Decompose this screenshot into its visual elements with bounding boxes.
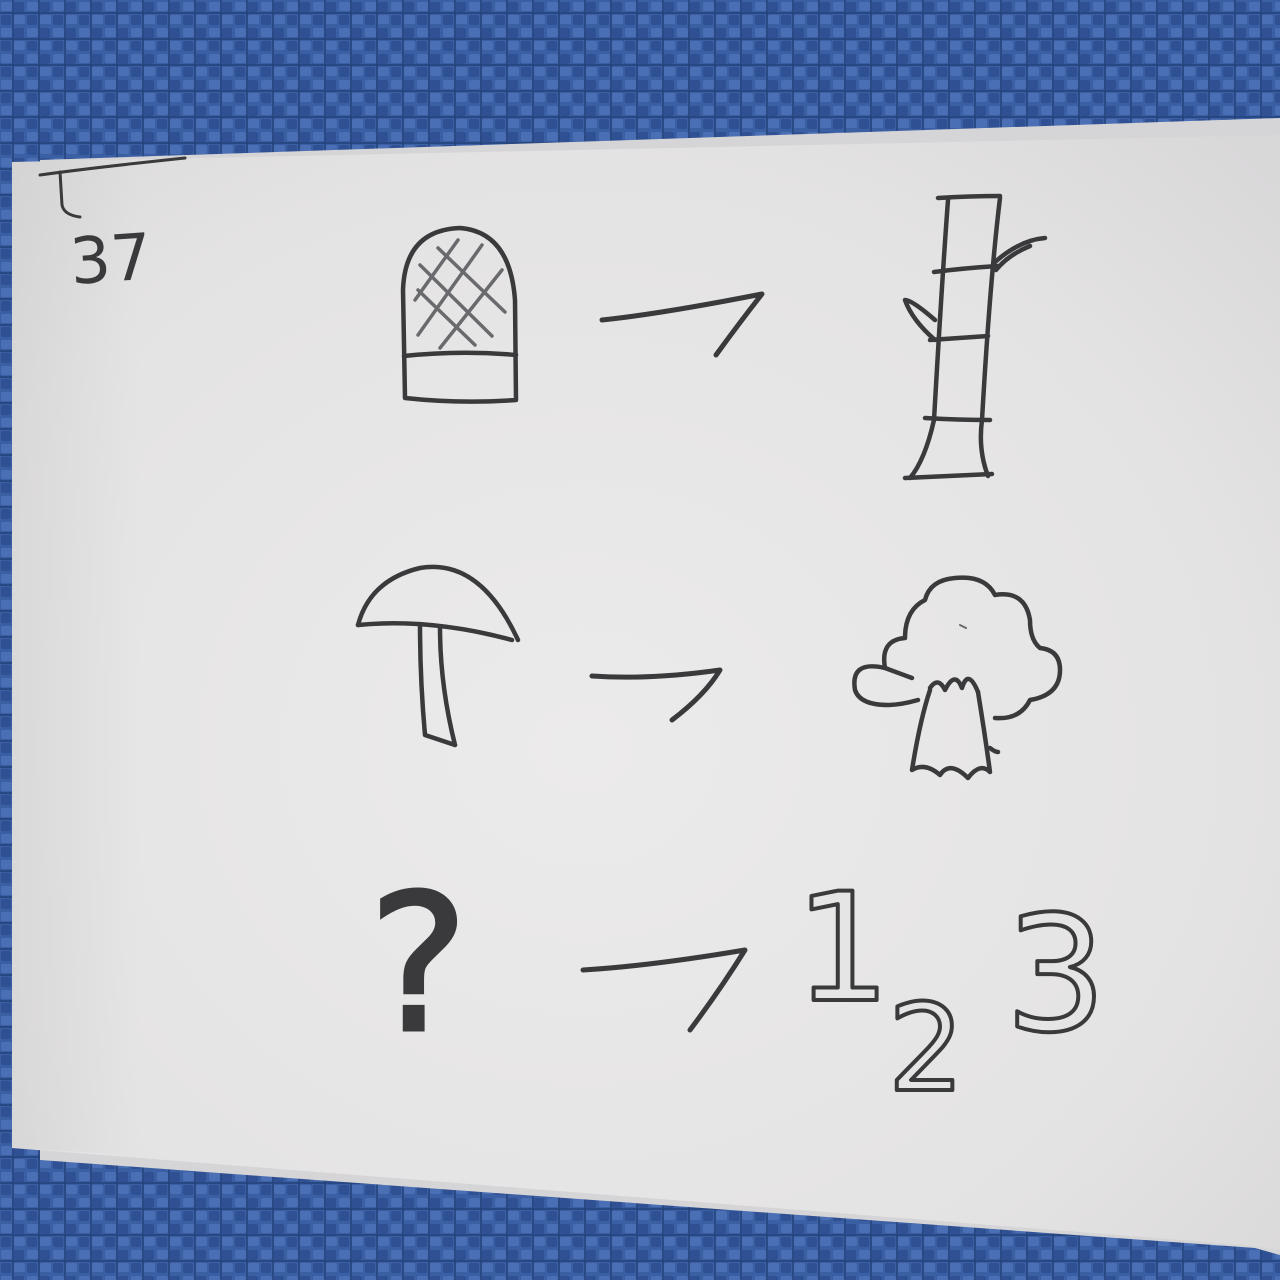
basket-icon xyxy=(400,225,519,404)
bamboo-icon xyxy=(902,193,1048,481)
digit-2: 2 xyxy=(888,980,964,1119)
mushroom-icon xyxy=(355,564,521,748)
numbers-group: 1 2 3 xyxy=(793,860,1109,1121)
corner-number: 37 xyxy=(68,220,154,300)
digit-3: 3 xyxy=(1005,881,1107,1068)
question-mark: ? xyxy=(368,854,469,1075)
paper-card xyxy=(12,135,1280,1250)
arrow-icon xyxy=(580,947,748,1033)
arrow-icon xyxy=(599,291,765,358)
tree-stump-icon xyxy=(852,575,1063,781)
arrow-icon xyxy=(589,667,723,723)
corner-mark xyxy=(38,156,187,219)
digit-1: 1 xyxy=(795,862,890,1036)
